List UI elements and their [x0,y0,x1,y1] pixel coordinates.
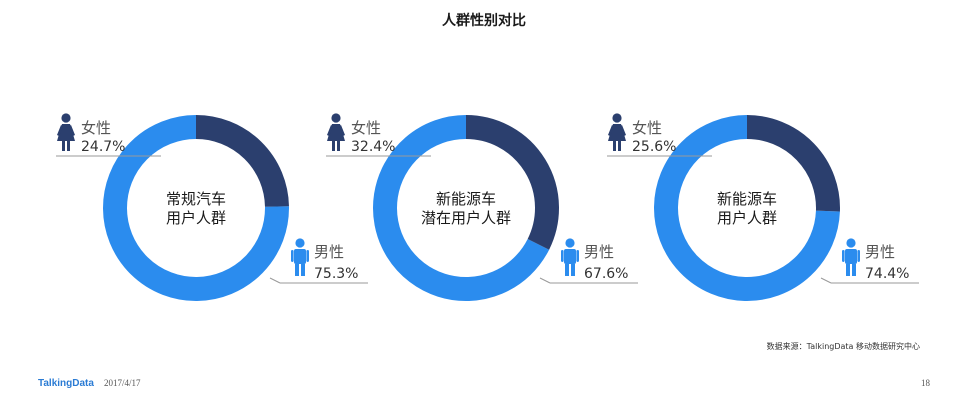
female-person-icon [327,113,345,151]
male-callout: 男性 75.3% [269,238,368,284]
donut-center-label: 用户人群 [717,209,777,227]
donut-center-label: 潜在用户人群 [421,209,511,227]
male-percent: 67.6% [584,266,628,282]
female-label: 女性 [351,119,381,137]
male-percent: 74.4% [865,266,909,282]
male-person-icon [561,238,579,276]
female-person-icon [608,113,626,151]
female-callout: 女性 24.7% [56,113,161,157]
male-label: 男性 [584,243,614,261]
donut-center-label: 常规汽车 [166,190,226,208]
female-percent: 24.7% [81,139,125,155]
donut-slice-male [654,115,840,301]
donut-slice-female [746,115,840,212]
donut-slice-male [103,115,289,301]
donut-slice-female [465,115,559,250]
female-label: 女性 [81,119,111,137]
male-person-icon [291,238,309,276]
male-label: 男性 [865,243,895,261]
female-person-icon [57,113,75,151]
donut-slice-male [373,115,550,301]
page-title: 人群性别对比 [442,13,526,29]
male-callout: 男性 67.6% [539,238,638,284]
donut-slice-female [195,115,289,208]
donut-center-label: 用户人群 [166,209,226,227]
donut-center-label: 新能源车 [717,190,777,208]
footer-logo: TalkingData [38,378,94,389]
male-label: 男性 [314,243,344,261]
female-label: 女性 [632,119,662,137]
data-source-note: 数据来源：TalkingData 移动数据研究中心 [766,342,920,351]
female-callout: 女性 32.4% [326,113,431,157]
donut-center-label: 新能源车 [436,190,496,208]
female-percent: 25.6% [632,139,676,155]
female-callout: 女性 25.6% [607,113,712,157]
male-callout: 男性 74.4% [820,238,919,284]
male-person-icon [842,238,860,276]
female-percent: 32.4% [351,139,395,155]
page-number: 18 [921,378,930,388]
footer-date: 2017/4/17 [104,378,141,388]
male-percent: 75.3% [314,266,358,282]
